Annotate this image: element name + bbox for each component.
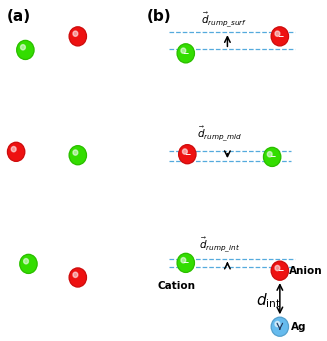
Circle shape bbox=[271, 261, 288, 280]
Circle shape bbox=[275, 265, 280, 271]
Circle shape bbox=[73, 150, 78, 155]
Circle shape bbox=[73, 31, 78, 36]
Circle shape bbox=[271, 27, 288, 46]
Circle shape bbox=[271, 317, 288, 336]
Circle shape bbox=[267, 152, 272, 157]
Circle shape bbox=[275, 322, 280, 327]
Circle shape bbox=[181, 257, 186, 263]
Text: −: − bbox=[184, 150, 191, 159]
Circle shape bbox=[24, 258, 28, 264]
Circle shape bbox=[264, 147, 281, 166]
Circle shape bbox=[17, 41, 34, 59]
Text: $\vec{d}_{rump\_int}$: $\vec{d}_{rump\_int}$ bbox=[199, 235, 240, 254]
Text: −: − bbox=[277, 32, 283, 41]
Circle shape bbox=[11, 147, 16, 152]
Text: −: − bbox=[182, 49, 189, 58]
Text: $\vec{d}_{rump\_mid}$: $\vec{d}_{rump\_mid}$ bbox=[197, 124, 242, 143]
Text: $\vec{d}_{rump\_surf}$: $\vec{d}_{rump\_surf}$ bbox=[201, 10, 248, 29]
Text: (a): (a) bbox=[7, 9, 31, 24]
Circle shape bbox=[69, 268, 86, 287]
Text: Anion: Anion bbox=[289, 266, 323, 276]
Text: (b): (b) bbox=[147, 9, 172, 24]
Circle shape bbox=[177, 253, 195, 272]
Circle shape bbox=[182, 149, 187, 154]
Text: −: − bbox=[269, 152, 275, 161]
Circle shape bbox=[69, 27, 86, 46]
Text: −: − bbox=[277, 266, 283, 275]
Circle shape bbox=[8, 142, 25, 161]
Circle shape bbox=[177, 44, 195, 63]
Circle shape bbox=[69, 146, 86, 165]
Circle shape bbox=[21, 45, 26, 50]
Text: $\mathit{d}_{\rm int}$: $\mathit{d}_{\rm int}$ bbox=[256, 291, 282, 310]
Circle shape bbox=[181, 48, 186, 53]
Circle shape bbox=[73, 272, 78, 278]
Circle shape bbox=[179, 145, 196, 164]
Circle shape bbox=[275, 31, 280, 36]
Text: Cation: Cation bbox=[158, 281, 196, 291]
Circle shape bbox=[20, 254, 37, 273]
Text: −: − bbox=[182, 258, 189, 267]
Text: Ag: Ag bbox=[291, 322, 306, 332]
